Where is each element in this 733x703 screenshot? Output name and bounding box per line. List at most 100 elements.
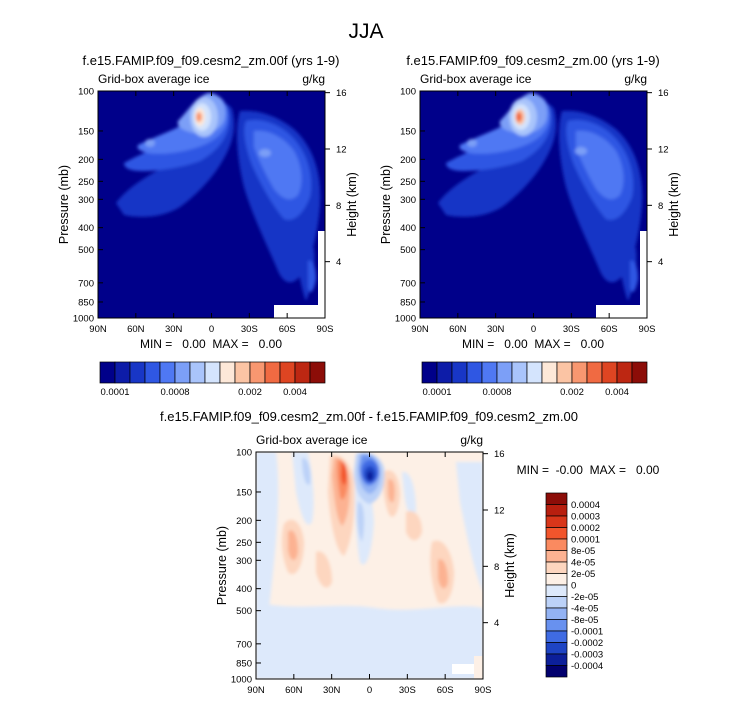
panel-2-field (420, 91, 647, 318)
panel-2-y2-tick-label: 8 (658, 201, 663, 212)
colorbar-1: 0.0001 0.0008 0.002 0.004 (99, 361, 326, 398)
panel-2-x-tick-label: 30N (487, 324, 505, 335)
panel-1-y-tick-label: 150 (78, 126, 94, 137)
panel-1-y-tick-label: 300 (78, 195, 94, 206)
colorbar-3-label: -2e-05 (571, 592, 598, 603)
colorbar-3-label: -0.0004 (571, 661, 603, 672)
colorbar-1-swatch (159, 361, 176, 384)
colorbar-3-swatch (545, 492, 568, 505)
colorbar-2-label: 0.004 (605, 387, 629, 398)
panel-3-x-tick-label: 90S (475, 685, 492, 696)
colorbar-2-label: 0.0008 (482, 387, 511, 398)
colorbar-2-swatch (511, 361, 528, 384)
panel-2-y-tick-label: 300 (400, 195, 416, 206)
panel-3-y-tick-label: 150 (236, 487, 252, 498)
panel-1-x-tick-label: 60S (279, 324, 296, 335)
colorbar-2-swatch (481, 361, 498, 384)
panel-1-ylabel: Pressure (mb) (57, 165, 71, 244)
panel-3-y2-tick-label: 12 (494, 505, 505, 516)
colorbar-2-swatch (421, 361, 438, 384)
panel-1-y-tick-label: 200 (78, 155, 94, 166)
panel-1-left-label: Grid-box average ice (98, 72, 210, 86)
colorbar-2-swatch (556, 361, 573, 384)
panel-2-ylabel: Pressure (mb) (379, 165, 393, 244)
panel-3-y-tick-label: 200 (236, 516, 252, 527)
colorbar-3-swatch (545, 630, 568, 643)
figure-title: JJA (348, 20, 383, 43)
panel-1: f.e15.FAMIP.f09_f09.cesm2_zm.00f (yrs 1-… (57, 53, 359, 335)
panel-1-y-tick-label: 100 (78, 87, 94, 98)
panel-1-y2-tick-label: 8 (336, 201, 341, 212)
panel-1-x-tick-label: 30N (165, 324, 183, 335)
panel-3-field (256, 452, 483, 679)
colorbar-3-swatch (545, 642, 568, 655)
colorbar-3-swatch (545, 607, 568, 620)
panel-1-y-tick-label: 1000 (73, 314, 94, 325)
panel-3-title: f.e15.FAMIP.f09_f09.cesm2_zm.00f - f.e15… (160, 409, 578, 424)
panel-3-y-tick-label: 500 (236, 606, 252, 617)
colorbar-3-label: -4e-05 (571, 604, 598, 615)
panel-3-y2-tick-label: 4 (494, 618, 499, 629)
colorbar-3-label: -0.0003 (571, 650, 603, 661)
panel-2-y-tick-label: 1000 (395, 314, 416, 325)
panel-1-y-tick-label: 250 (78, 177, 94, 188)
panel-2-stats: MIN = 0.00 MAX = 0.00 (462, 337, 604, 351)
colorbar-3: 0.00040.00030.00020.00018e-054e-052e-050… (545, 492, 603, 678)
panel-1-axes: 90N 60N 30N 0 30S 60S 90S 100 150 200 250 300 400 500… (57, 87, 359, 336)
panel-2-right-label: g/kg (624, 72, 647, 86)
colorbar-1-swatch (294, 361, 311, 384)
panel-1-field (98, 91, 325, 318)
colorbar-2-swatch (571, 361, 588, 384)
panel-3-y2-tick-label: 8 (494, 562, 499, 573)
colorbar-3-swatch (545, 527, 568, 540)
colorbar-3-swatch (545, 550, 568, 563)
panel-1-stats: MIN = 0.00 MAX = 0.00 (140, 337, 282, 351)
panel-3-x-tick-label: 30N (323, 685, 341, 696)
colorbar-2-swatch (496, 361, 513, 384)
panel-3-y2-tick-label: 16 (494, 449, 505, 460)
colorbar-3-label: -0.0001 (571, 627, 603, 638)
panel-2-y2label: Height (km) (667, 172, 681, 237)
colorbar-2-swatch (631, 361, 648, 384)
panel-1-y2-tick-label: 16 (336, 88, 347, 99)
colorbar-2-label: 0.002 (560, 387, 584, 398)
colorbar-3-swatch (545, 573, 568, 586)
colorbar-3-label: -8e-05 (571, 615, 598, 626)
panel-3-ylabel: Pressure (mb) (215, 526, 229, 605)
panel-3-stats: MIN = -0.00 MAX = 0.00 (517, 463, 660, 477)
panel-3-y-tick-label: 250 (236, 538, 252, 549)
colorbar-2-swatch (601, 361, 618, 384)
colorbar-1-swatch (204, 361, 221, 384)
colorbar-3-swatch (545, 665, 568, 678)
colorbar-3-label: 0.0003 (571, 512, 600, 523)
colorbar-3-swatch (545, 653, 568, 666)
panel-3-right-label: g/kg (460, 433, 483, 447)
panel-2-y-tick-label: 850 (400, 297, 416, 308)
colorbar-3-label: 4e-05 (571, 558, 595, 569)
panel-2-x-tick-label: 30S (563, 324, 580, 335)
panel-2-axes: 90N 60N 30N 0 30S 60S 90S 100 150 200 250 300 400 500… (379, 87, 681, 336)
colorbar-2-swatch (451, 361, 468, 384)
colorbar-3-label: 0.0004 (571, 500, 600, 511)
panel-3-y-tick-label: 400 (236, 584, 252, 595)
colorbar-3-swatch (545, 596, 568, 609)
panel-3-left-label: Grid-box average ice (256, 433, 368, 447)
colorbar-3-label: 2e-05 (571, 569, 595, 580)
colorbar-1-swatch (264, 361, 281, 384)
panel-2-x-tick-label: 90S (639, 324, 656, 335)
panel-2-x-tick-label: 90N (411, 324, 429, 335)
colorbar-3-label: -0.0002 (571, 638, 603, 649)
colorbar-1-swatch (174, 361, 191, 384)
panel-3-y-tick-label: 700 (236, 639, 252, 650)
panel-2-y2-tick-label: 12 (658, 144, 669, 155)
colorbar-3-swatch (545, 619, 568, 632)
panel-1-right-label: g/kg (302, 72, 325, 86)
colorbar-1-label: 0.0008 (160, 387, 189, 398)
panel-3-y2label: Height (km) (503, 533, 517, 598)
panel-2-x-tick-label: 60S (601, 324, 618, 335)
colorbar-1-swatch (249, 361, 266, 384)
colorbar-2-swatch (586, 361, 603, 384)
panel-1-y-tick-label: 700 (78, 278, 94, 289)
colorbar-1-swatch (144, 361, 161, 384)
